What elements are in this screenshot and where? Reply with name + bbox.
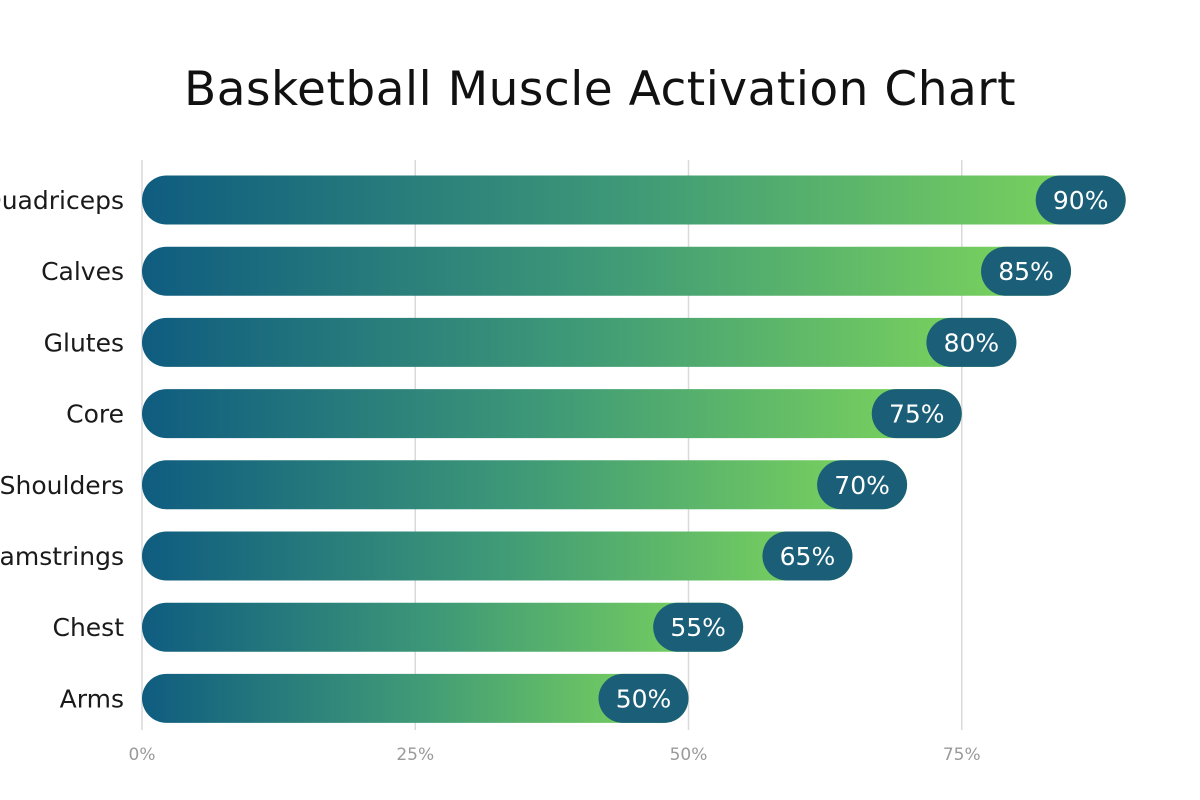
- value-badge: [817, 460, 908, 510]
- category-labels: Quadriceps Calves Glutes Core Shoulders Hamst…: [0, 186, 124, 713]
- bar-quadriceps: [142, 175, 1126, 225]
- value-badge: [762, 531, 853, 581]
- category-label: Core: [66, 400, 124, 429]
- x-tick-label: 75%: [943, 745, 981, 765]
- value-badge: [653, 602, 744, 652]
- bar-shoulders: [142, 460, 908, 510]
- bar-hamstrings: [142, 531, 853, 581]
- value-badge: [1035, 175, 1126, 225]
- bar-arms: [142, 673, 689, 723]
- value-badge: [926, 317, 1017, 367]
- value-label: 85%: [998, 257, 1054, 286]
- chart-title: Basketball Muscle Activation Chart: [183, 62, 1017, 117]
- x-tick-label: 0%: [129, 745, 156, 765]
- value-label: 70%: [834, 471, 890, 500]
- bar-calves: [142, 246, 1072, 296]
- category-label: Quadriceps: [0, 186, 124, 215]
- bar-core: [142, 389, 962, 439]
- bars: 90% 85% 80% 75% 70% 65% 55% 50%: [142, 175, 1126, 723]
- value-label: 55%: [670, 613, 726, 642]
- bar-glutes: [142, 317, 1017, 367]
- bar-chest: [142, 602, 744, 652]
- value-label: 75%: [889, 400, 945, 429]
- value-label: 65%: [780, 542, 836, 571]
- value-label: 90%: [1053, 186, 1109, 215]
- value-label: 50%: [616, 684, 672, 713]
- value-badge: [981, 246, 1072, 296]
- value-badge: [598, 673, 689, 723]
- category-label: Calves: [41, 257, 124, 286]
- x-tick-label: 25%: [396, 745, 434, 765]
- value-label: 80%: [944, 328, 1000, 357]
- value-badge: [871, 389, 962, 439]
- category-label: Shoulders: [0, 471, 124, 500]
- category-label: Arms: [60, 684, 124, 713]
- category-label: Chest: [52, 613, 124, 642]
- x-tick-labels: 0% 25% 50% 75%: [129, 745, 981, 765]
- category-label: Glutes: [44, 328, 124, 357]
- x-tick-label: 50%: [670, 745, 708, 765]
- category-label: Hamstrings: [0, 542, 124, 571]
